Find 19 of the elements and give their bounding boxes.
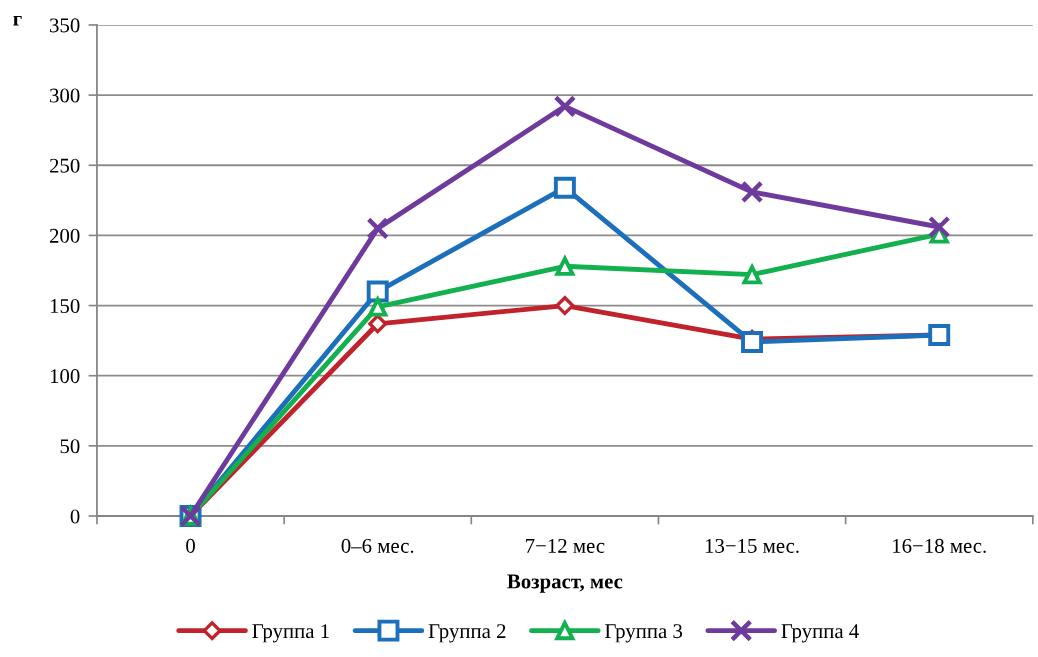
legend-label: Группа 3 <box>605 624 683 643</box>
y-tick-label: 150 <box>50 298 80 313</box>
x-tick-label: 7−12 мес <box>526 538 605 553</box>
x-tick-label: 16−18 мес. <box>893 538 986 553</box>
y-tick-label: 250 <box>49 158 80 173</box>
y-tick-label: 300 <box>50 88 80 103</box>
y-axis-title: г <box>13 15 22 26</box>
y-tick-label: 200 <box>49 228 80 243</box>
x-tick-label: 13−15 мес. <box>705 538 799 553</box>
legend-label: Группа 2 <box>428 624 506 643</box>
y-tick-label: 100 <box>50 369 80 384</box>
y-tick-label: 350 <box>50 18 80 33</box>
x-tick-label: 0 <box>186 538 195 553</box>
legend-label: Группа 4 <box>781 624 859 643</box>
x-axis-title: Возраст, мес <box>507 574 623 593</box>
y-tick-label: 50 <box>60 439 80 454</box>
y-tick-label: 0 <box>70 509 80 524</box>
x-tick-label: 0–6 мес. <box>341 538 414 553</box>
legend-label: Группа 1 <box>252 624 329 643</box>
